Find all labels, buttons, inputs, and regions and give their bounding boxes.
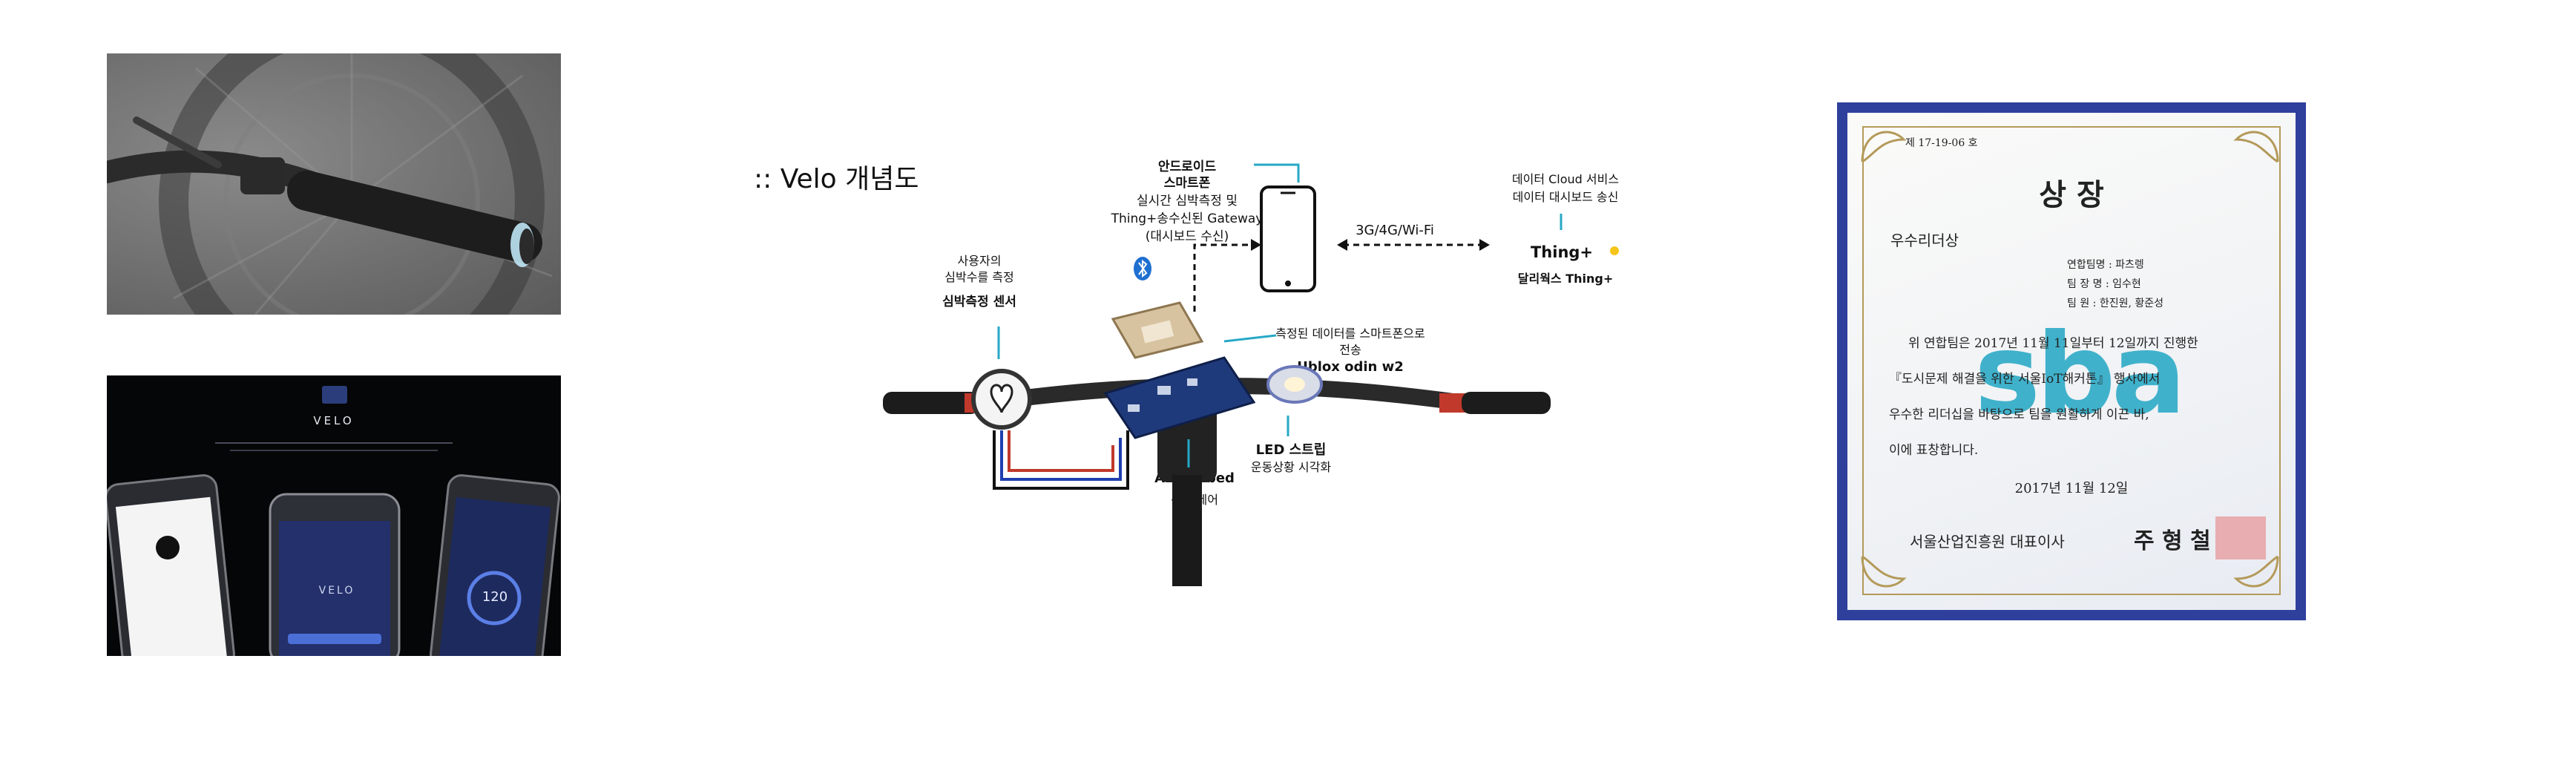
- heart-sensor-icon: [971, 369, 1032, 430]
- bike-grip-photo: [107, 53, 561, 315]
- certificate-members: 팀 원 : 한진원, 황준성: [2067, 298, 2164, 309]
- bike-grip-illustration: [107, 53, 553, 315]
- thingplus-logo: Thing+: [1530, 243, 1594, 261]
- ublox-desc-1: 측정된 데이터를 스마트폰으로: [1275, 326, 1425, 341]
- led-desc: 운동상황 시각화: [1250, 460, 1332, 474]
- certificate-body-line-4: 이에 표창합니다.: [1889, 443, 1979, 458]
- module-to-phone-arrow: [1193, 243, 1257, 312]
- certificate-issuer: 서울산업진흥원 대표이사: [1910, 533, 2065, 551]
- app-heart-rate-value: 120: [482, 589, 508, 605]
- thingplus-sun-icon: [1610, 246, 1619, 255]
- certificate-body-line-1: 위 연합팀은 2017년 11월 11일부터 12일까지 진행한: [1908, 336, 2198, 351]
- app-logo: [322, 386, 347, 404]
- led-name: LED 스트립: [1255, 442, 1327, 458]
- app-center-logo: VELO: [318, 585, 355, 597]
- certificate-signer: 주 형 철: [2134, 528, 2211, 554]
- heart-sensor-name: 심박측정 센서: [942, 295, 1016, 309]
- ublox-desc-2: 전송: [1339, 343, 1361, 357]
- certificate-title: 상 장: [2039, 177, 2104, 212]
- diagram-title: :: Velo 개념도: [754, 164, 919, 194]
- certificate-body-line-3: 우수한 리더십을 바탕으로 팀을 원활하게 이끈 바,: [1889, 407, 2149, 422]
- heart-sensor-desc-2: 심박수를 측정: [944, 270, 1014, 284]
- app-tagline-line: [230, 450, 438, 451]
- smartphone-desc-1: 실시간 심박측정 및: [1137, 194, 1238, 209]
- velo-app-screens: VELO VELO 120: [107, 375, 561, 656]
- ublox-name: Ublox odin w2: [1297, 359, 1404, 375]
- smartphone-desc-3: (대시보드 수신): [1145, 229, 1229, 244]
- ublox-pointer-line: [1223, 334, 1277, 343]
- certificate-date: 2017년 11월 12일: [2014, 481, 2129, 496]
- smartphone-title-2: 스마트폰: [1163, 176, 1211, 191]
- smartphone-icon: [1260, 186, 1316, 292]
- certificate-leader: 팀 장 명 : 임수현: [2067, 278, 2141, 290]
- diagram-graphics: [883, 163, 1619, 586]
- smartphone-desc-2: Thing+송수신된 Gateway: [1111, 211, 1264, 226]
- smartphone-pointer-line: [1254, 163, 1300, 183]
- app-tagline-line: [215, 442, 453, 444]
- cloud-desc-2: 데이터 대시보드 송신: [1512, 190, 1619, 204]
- sba-watermark-logo: sba: [1974, 310, 2186, 439]
- certificate-award-name: 우수리더상: [1890, 232, 1959, 249]
- certificate-corner-ornaments: [1861, 131, 2279, 588]
- velo-concept-diagram: :: Velo 개념도 안드로이드 스마트폰 실시간 심박측정 및 Thing+…: [742, 119, 1662, 594]
- mbed-board-icon: [1103, 356, 1256, 439]
- certificate-frame: [1862, 126, 2281, 595]
- thingplus-name: 달리웍스 Thing+: [1517, 272, 1614, 286]
- cloud-desc-1: 데이터 Cloud 서비스: [1511, 172, 1620, 186]
- phones-illustration: [107, 474, 560, 656]
- certificate-serial: 제 17-19-06 호: [1905, 137, 1978, 149]
- ublox-module-icon: [1111, 301, 1204, 359]
- bluetooth-icon: [1134, 257, 1151, 280]
- certificate-team: 연합팀명 : 파츠렝: [2067, 259, 2144, 271]
- led-strip-icon: [1266, 365, 1323, 404]
- award-certificate-photo: 제 17-19-06 호 상 장 우수리더상 연합팀명 : 파츠렝 팀 장 명 …: [1837, 102, 2306, 620]
- heart-sensor-desc-1: 사용자의: [957, 254, 1002, 268]
- certificate-body-line-2: 『도시문제 해결을 위한 서울IoT해커톤』 행사에서: [1889, 372, 2161, 387]
- connection-label: 3G/4G/Wi-Fi: [1356, 223, 1434, 238]
- smartphone-title-1: 안드로이드: [1157, 160, 1217, 174]
- wiring-illustration: [993, 430, 1129, 490]
- app-title: VELO: [313, 414, 355, 427]
- official-seal-stamp: [2215, 516, 2266, 559]
